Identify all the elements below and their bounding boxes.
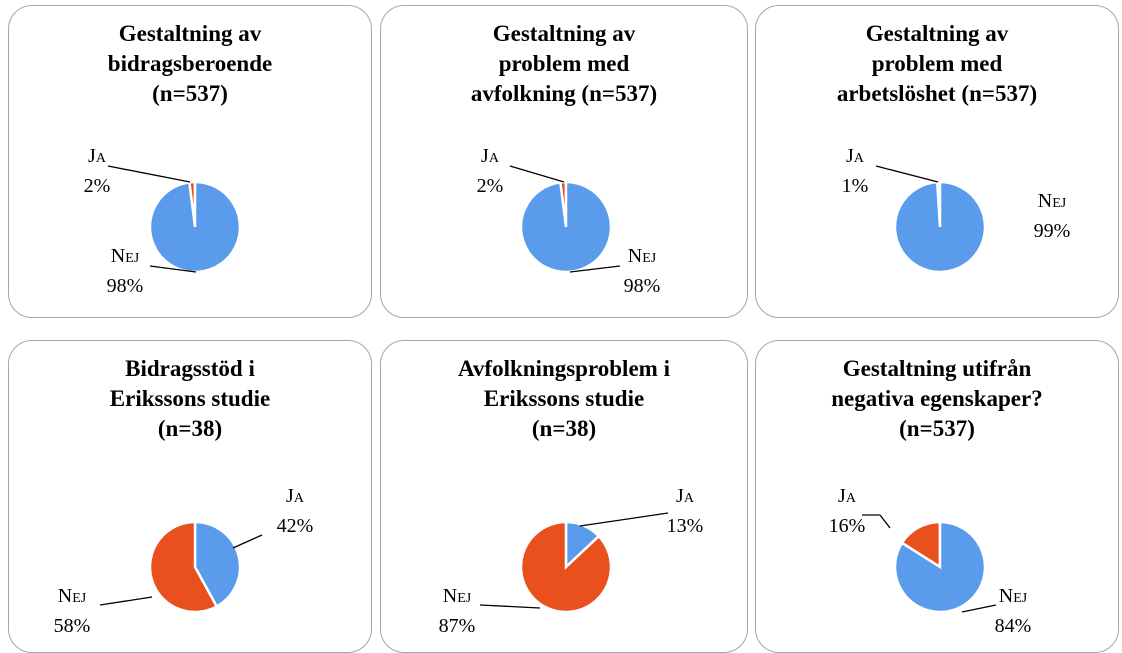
slice-label: Ja: [88, 145, 107, 167]
value-label: 42%: [277, 515, 314, 537]
pie-slice: [519, 180, 613, 274]
leader-line: [961, 604, 997, 613]
chart-title: Gestaltning av problem med arbetslöshet …: [836, 21, 1038, 106]
pie-slice: [893, 520, 987, 614]
leader-line: [479, 604, 541, 609]
value-label: 58%: [54, 615, 91, 637]
value-label: 2%: [477, 175, 504, 197]
pie-slice: [893, 180, 987, 274]
value-label: 13%: [667, 515, 704, 537]
leader-line: [149, 265, 197, 273]
chart-title: Gestaltning av problem med avfolkning (n…: [470, 21, 658, 106]
leader-line: [232, 534, 263, 549]
slice-label: Nej: [628, 245, 657, 267]
slice-label: Nej: [443, 585, 472, 607]
chart-title: Avfolkningsproblem i Erikssons studie (n…: [458, 356, 670, 441]
slice-label: Ja: [286, 485, 305, 507]
value-label: 87%: [439, 615, 476, 637]
value-label: 98%: [624, 275, 661, 297]
chart-title: Gestaltning utifrån negativa egenskaper?…: [831, 356, 1043, 441]
slice-label: Nej: [58, 585, 87, 607]
pie-slice: [519, 520, 613, 614]
leader-line: [107, 165, 191, 183]
value-label: 2%: [84, 175, 111, 197]
slice-label: Nej: [111, 245, 140, 267]
leader-line: [879, 514, 891, 529]
value-label: 98%: [107, 275, 144, 297]
leader-line: [509, 165, 565, 183]
chart-title: Bidragsstöd i Erikssons studie (n=38): [109, 356, 271, 441]
value-label: 99%: [1034, 220, 1071, 242]
slice-label: Ja: [481, 145, 500, 167]
slice-label: Ja: [838, 485, 857, 507]
pie-slice: [148, 180, 242, 274]
slice-label: Ja: [846, 145, 865, 167]
pie-slice: [148, 520, 219, 614]
leader-line: [579, 512, 669, 527]
slice-label: Nej: [999, 585, 1028, 607]
value-label: 1%: [842, 175, 869, 197]
slice-label: Ja: [676, 485, 695, 507]
chart-title: Gestaltning av bidragsberoende (n=537): [107, 21, 273, 106]
leader-line: [875, 165, 939, 183]
slice-label: Nej: [1038, 190, 1067, 212]
value-label: 84%: [995, 615, 1032, 637]
leader-line: [99, 596, 153, 606]
leader-line: [569, 265, 621, 273]
value-label: 16%: [829, 515, 866, 537]
